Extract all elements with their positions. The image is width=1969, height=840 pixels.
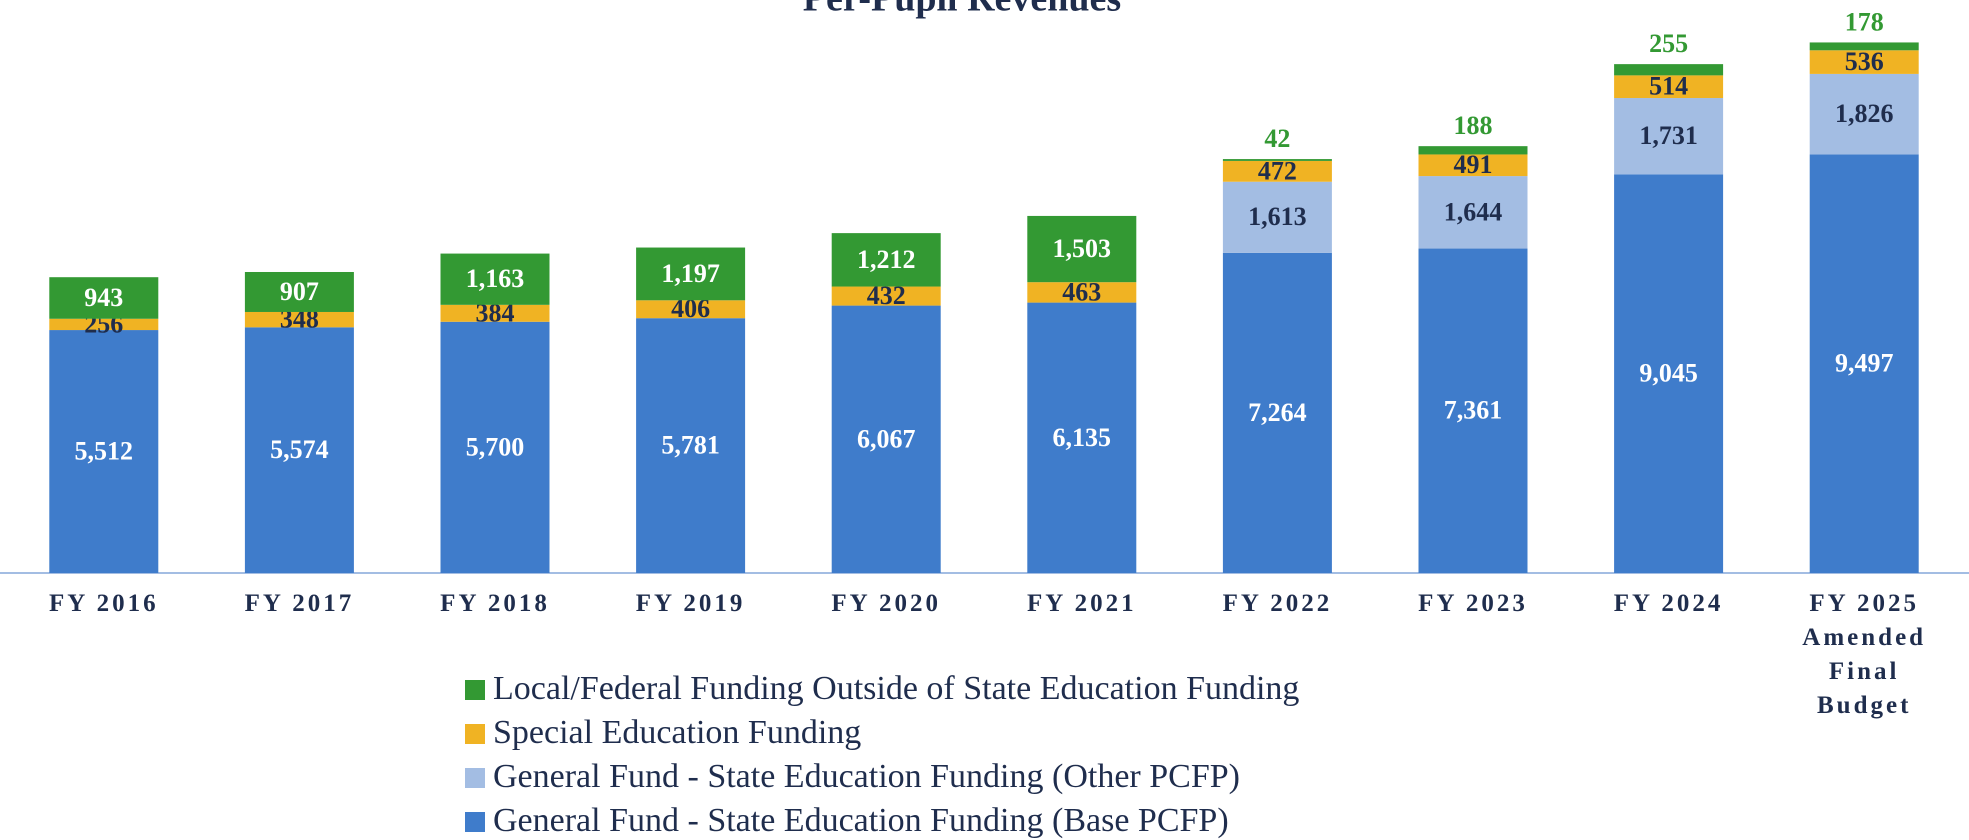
x-tick-label: FY 2021	[1026, 590, 1137, 617]
x-tick-label: FY 2022	[1222, 590, 1333, 617]
bar-segment	[1809, 42, 1919, 51]
data-label: 463	[1062, 277, 1101, 306]
chart-title: Per-Pupil Revenues	[803, 0, 1121, 20]
bar-segment	[440, 321, 550, 573]
bar-segment	[1418, 248, 1528, 573]
data-label: 5,700	[466, 432, 525, 461]
legend-swatch	[465, 680, 485, 700]
data-label: 5,512	[75, 436, 134, 465]
data-label: 1,163	[466, 264, 525, 293]
data-label: 7,264	[1248, 398, 1307, 427]
x-tick-label: FY 2019	[635, 590, 746, 617]
data-label: 5,781	[661, 431, 720, 460]
x-tick-label: FY 2016	[48, 590, 159, 617]
legend-label: General Fund - State Education Funding (…	[493, 758, 1240, 795]
bar-segment	[1027, 215, 1137, 283]
bar-segment	[1809, 73, 1919, 155]
data-label: 472	[1258, 156, 1297, 185]
data-label: 188	[1454, 111, 1493, 140]
bar-segment	[831, 305, 941, 573]
bar-segment	[1222, 181, 1332, 253]
data-label: 1,644	[1444, 197, 1503, 226]
bar-segment	[1027, 302, 1137, 573]
data-label: 6,067	[857, 424, 916, 453]
data-label: 536	[1845, 47, 1884, 76]
bar-segment	[244, 311, 354, 328]
legend-item: Local/Federal Funding Outside of State E…	[465, 670, 1299, 708]
bar-segment	[831, 286, 941, 306]
bar-segment	[49, 277, 159, 319]
bar-segment	[440, 304, 550, 322]
bar-segment	[1418, 176, 1528, 249]
legend-swatch	[465, 724, 485, 744]
x-tick-label: FY 2020	[831, 590, 942, 617]
bar-segment	[636, 247, 746, 301]
bar-segment	[1222, 160, 1332, 182]
bar-segment	[1027, 282, 1137, 303]
data-label: 9,497	[1835, 349, 1894, 378]
bar-segment	[1614, 75, 1724, 99]
bar-segment	[831, 233, 941, 287]
legend-label: General Fund - State Education Funding (…	[493, 802, 1229, 839]
data-label: 907	[280, 277, 319, 306]
bar-segment	[1222, 252, 1332, 573]
legend-item: General Fund - State Education Funding (…	[465, 758, 1240, 796]
data-label: 42	[1264, 124, 1290, 153]
data-label: 514	[1649, 72, 1688, 101]
legend-label: Local/Federal Funding Outside of State E…	[493, 670, 1300, 707]
x-tick-label: FY 2024	[1613, 590, 1724, 617]
data-label: 255	[1649, 29, 1688, 58]
bar-segment	[1222, 159, 1332, 161]
legend-swatch	[465, 768, 485, 788]
bar-segment	[49, 330, 159, 573]
bar-segment	[49, 318, 159, 331]
bar-segment	[1809, 50, 1919, 74]
legend-item: Special Education Funding	[465, 714, 861, 752]
bar-segment	[440, 253, 550, 305]
data-label: 9,045	[1639, 359, 1698, 388]
bar-segment	[636, 300, 746, 319]
legend-swatch	[465, 812, 485, 832]
data-label: 6,135	[1053, 423, 1112, 452]
data-label: 1,826	[1835, 99, 1894, 128]
bar-segment	[244, 327, 354, 573]
x-tick-label: FY 2017	[244, 590, 355, 617]
data-label: 1,503	[1053, 234, 1112, 263]
data-label: 178	[1845, 7, 1884, 36]
legend-label: Special Education Funding	[493, 714, 862, 751]
bar-segment	[1418, 146, 1528, 155]
data-label: 943	[84, 283, 123, 312]
x-tick-label: FY 2018	[440, 590, 550, 617]
data-label: 1,613	[1248, 202, 1307, 231]
x-tick-label: FY 2025 Amended Final Budget	[1802, 590, 1927, 719]
bar-segment	[1418, 154, 1528, 177]
bar-segment	[244, 271, 354, 312]
bar-segment	[1809, 154, 1919, 573]
data-label: 1,197	[661, 259, 720, 288]
bar-segment	[636, 318, 746, 573]
bar-segment	[1614, 98, 1724, 175]
bar-segment	[1614, 64, 1724, 76]
data-label: 5,574	[270, 435, 329, 464]
legend-item: General Fund - State Education Funding (…	[465, 802, 1229, 840]
data-label: 7,361	[1444, 396, 1503, 425]
x-tick-label: FY 2023	[1418, 590, 1528, 617]
bar-segment	[1614, 174, 1724, 574]
data-label: 1,731	[1639, 121, 1698, 150]
data-label: 1,212	[857, 245, 916, 274]
data-label: 491	[1454, 150, 1493, 179]
